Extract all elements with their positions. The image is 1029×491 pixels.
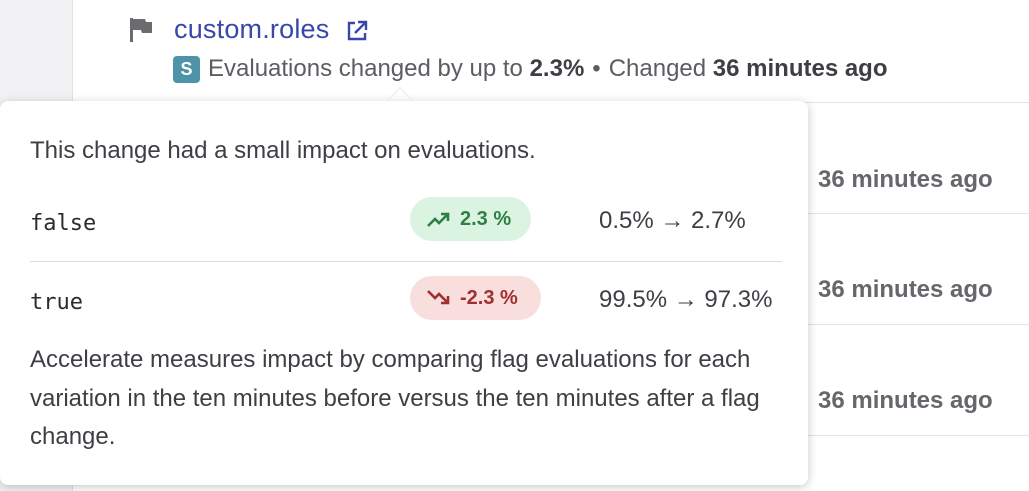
variation-change: 0.5% → 2.7% [599,207,746,234]
flag-meta: S Evaluations changed by up to 2.3% • Ch… [173,55,888,83]
impact-footnote: Accelerate measures impact by comparing … [30,346,760,450]
external-link-icon[interactable] [345,19,369,43]
variation-row: true -2.3 % 99.5% → 97.3% [30,276,782,336]
impact-popover: This change had a small impact on evalua… [0,101,808,485]
trending-up-icon [427,212,450,227]
variation-row: false 2.3 % 0.5% → 2.7% [30,197,782,257]
meta-separator: • [592,55,601,82]
delta-value: 2.3 % [460,207,512,230]
variation-name: true [30,290,83,315]
row-changed-time: 36 minutes ago [818,387,993,414]
row-changed-time: 36 minutes ago [818,166,993,193]
row-changed-time: 36 minutes ago [818,276,993,303]
trending-down-icon [427,290,450,305]
flag-name-link[interactable]: custom.roles [174,14,330,44]
meta-prefix: Evaluations changed by up to [208,55,523,82]
flag-icon [130,17,152,42]
changed-time: 36 minutes ago [712,55,888,82]
delta-chip-positive: 2.3 % [410,197,531,241]
delta-value: -2.3 % [460,286,518,309]
variation-change: 99.5% → 97.3% [599,286,773,313]
meta-amount[interactable]: 2.3% [529,55,585,82]
flag-header: custom.roles [128,14,369,45]
changed-prefix: Changed [608,55,707,82]
variation-divider [30,261,782,262]
variation-name: false [30,211,97,236]
delta-chip-negative: -2.3 % [410,276,541,320]
status-badge: S [173,55,200,83]
popover-arrow [388,89,412,101]
impact-summary: This change had a small impact on evalua… [30,137,536,164]
